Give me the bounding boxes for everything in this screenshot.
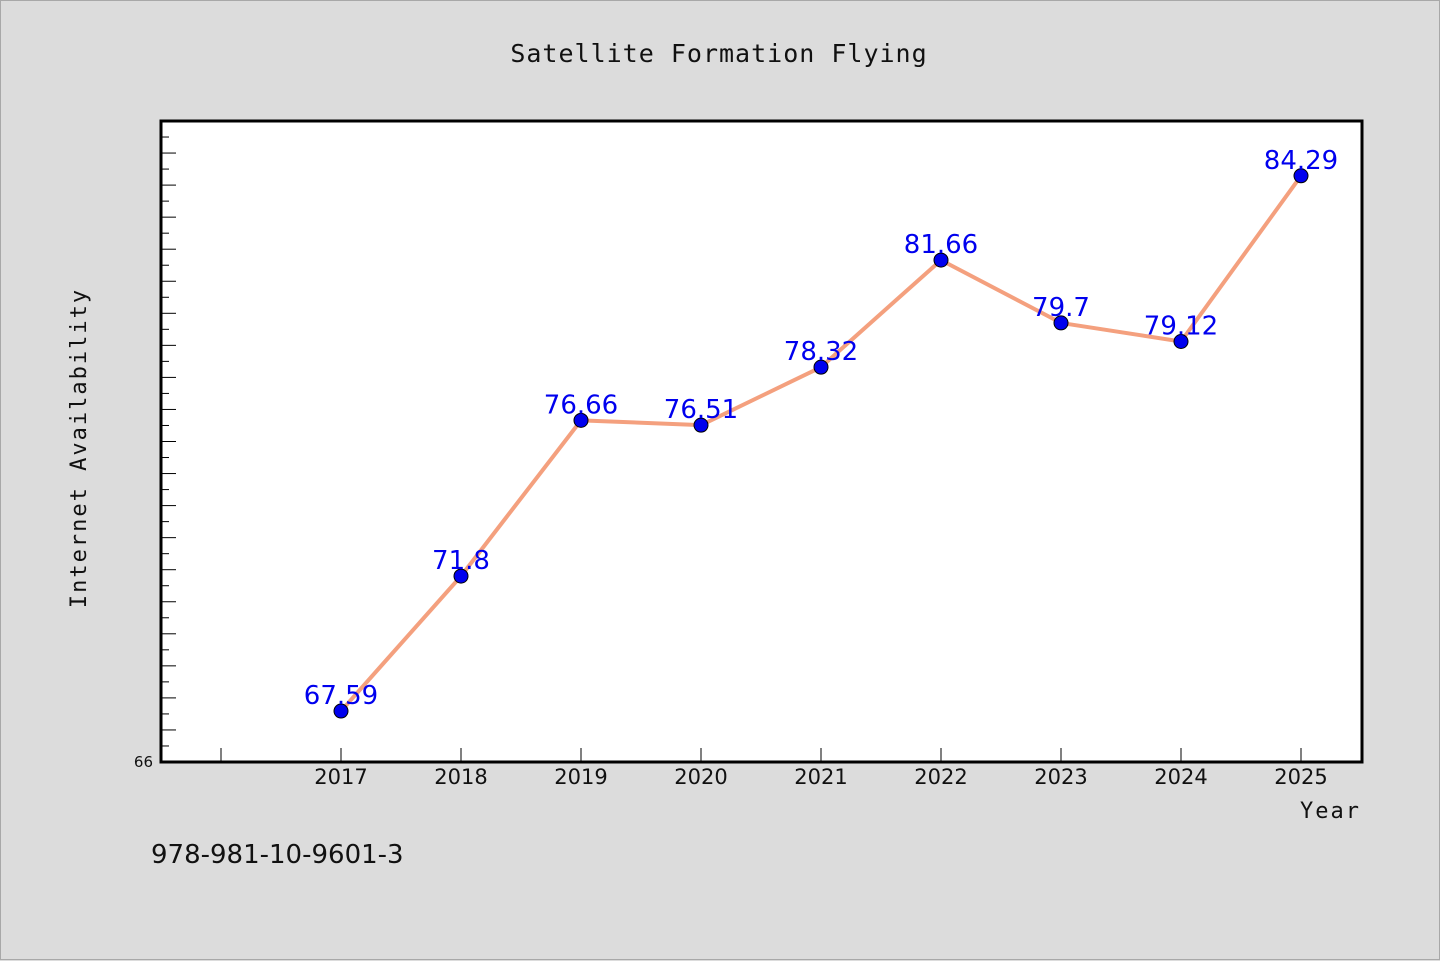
isbn-text: 978-981-10-9601-3 xyxy=(151,840,404,870)
data-point-marker xyxy=(573,412,589,428)
data-label: 84.29 xyxy=(1264,146,1338,176)
y-tick-label-min: 66 xyxy=(134,753,153,771)
y-axis-label: Internet Availability xyxy=(67,288,92,608)
x-tick-label: 2025 xyxy=(1274,765,1327,789)
series-group: 67.59 71.8 76.66 76.51 78.32 81.66 79.7 79.12 84… xyxy=(304,146,1338,719)
data-label: 81.66 xyxy=(904,230,978,260)
data-label: 67.59 xyxy=(304,681,378,711)
x-tick-label: 2017 xyxy=(314,765,367,789)
data-label: 79.12 xyxy=(1144,312,1218,342)
data-point-marker xyxy=(453,568,469,584)
x-tick-label: 2023 xyxy=(1034,765,1087,789)
data-point-marker xyxy=(333,703,349,719)
chart-title: Satellite Formation Flying xyxy=(510,39,927,68)
x-tick-labels: 2017 2018 2019 2020 2021 2022 2023 2024 2025 xyxy=(314,765,1327,789)
data-point-marker xyxy=(933,252,949,268)
data-label: 78.32 xyxy=(784,337,858,367)
plot-area xyxy=(159,119,1364,764)
x-tick-label: 2022 xyxy=(914,765,967,789)
data-label: 76.51 xyxy=(664,395,738,425)
data-point-marker xyxy=(1053,315,1069,331)
data-point-marker xyxy=(693,417,709,433)
x-tick-label: 2021 xyxy=(794,765,847,789)
data-point-marker xyxy=(1293,168,1309,184)
data-point-marker xyxy=(813,359,829,375)
x-tick-label: 2018 xyxy=(434,765,487,789)
x-axis-ticks xyxy=(220,748,1302,762)
x-tick-label: 2024 xyxy=(1154,765,1207,789)
data-label: 71.8 xyxy=(432,546,490,576)
data-point-marker xyxy=(1173,334,1189,350)
x-tick-label: 2020 xyxy=(674,765,727,789)
x-axis-label: Year xyxy=(1300,799,1361,824)
x-tick-label: 2019 xyxy=(554,765,607,789)
data-label: 76.66 xyxy=(544,390,618,420)
data-label: 79.7 xyxy=(1032,293,1090,323)
y-axis-ticks xyxy=(161,136,176,747)
